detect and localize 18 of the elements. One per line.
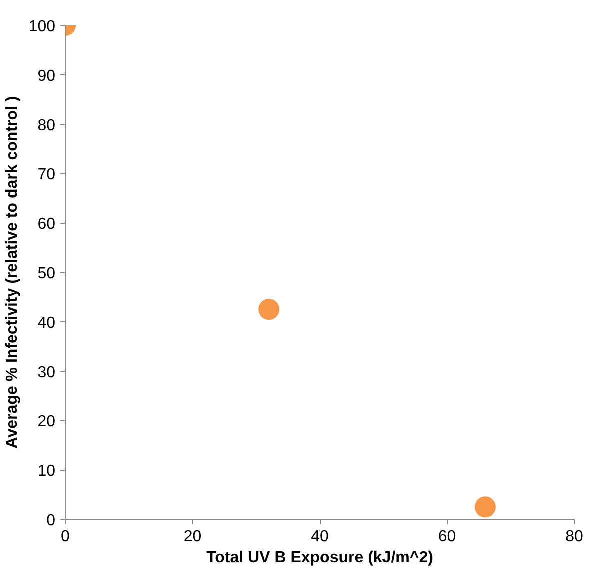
y-tick-label: 80 <box>38 117 56 134</box>
y-tick-label: 50 <box>38 266 56 282</box>
y-axis-title: Average % Infectivity (relative to dark control ) <box>4 96 21 449</box>
y-tick-label: 20 <box>38 414 56 431</box>
x-tick-label: 80 <box>566 528 584 546</box>
y-tick-label: 60 <box>38 216 56 234</box>
x-axis-title: Total UV B Exposure (kJ/m^2) <box>206 550 434 566</box>
y-tick-label: 30 <box>38 364 56 382</box>
x-tick-label: 40 <box>311 528 329 546</box>
x-tick-label: 20 <box>184 528 202 546</box>
y-tick-label: 40 <box>38 314 56 332</box>
y-tick-label: 0 <box>46 512 56 530</box>
y-tick-label: 70 <box>38 166 56 184</box>
y-tick-label: 100 <box>28 18 56 36</box>
y-tick-label: 90 <box>38 68 56 85</box>
x-tick-label: 0 <box>61 528 70 546</box>
x-tick-label: 60 <box>438 528 456 546</box>
y-tick-label: 10 <box>38 463 56 480</box>
